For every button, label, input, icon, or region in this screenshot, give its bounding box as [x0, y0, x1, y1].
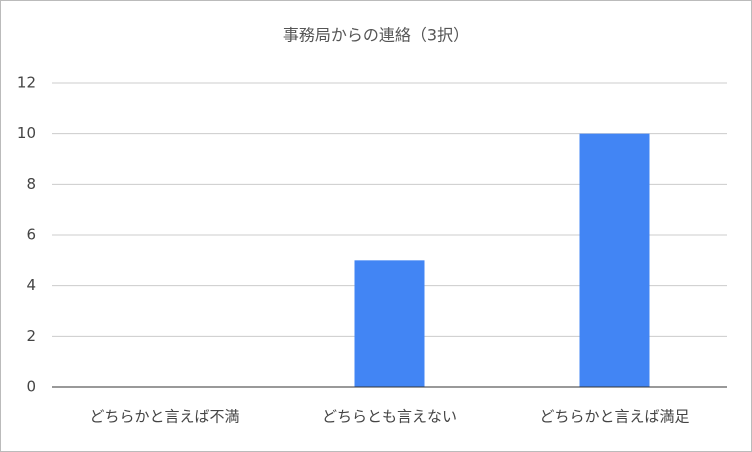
bar: [354, 260, 425, 387]
x-tick-label: どちらとも言えない: [322, 408, 457, 426]
x-tick-label: どちらかと言えば不満: [89, 408, 239, 426]
y-tick-label: 0: [26, 378, 36, 396]
y-tick-label: 4: [26, 276, 36, 294]
y-tick-label: 12: [17, 74, 36, 92]
y-tick-label: 8: [26, 175, 36, 193]
chart-title: 事務局からの連絡（3択）: [283, 26, 469, 45]
x-tick-label: どちらかと言えば満足: [539, 408, 689, 426]
y-tick-label: 10: [17, 124, 36, 142]
bar: [579, 133, 650, 387]
y-tick-label: 6: [26, 226, 36, 244]
y-tick-label: 2: [26, 327, 36, 345]
